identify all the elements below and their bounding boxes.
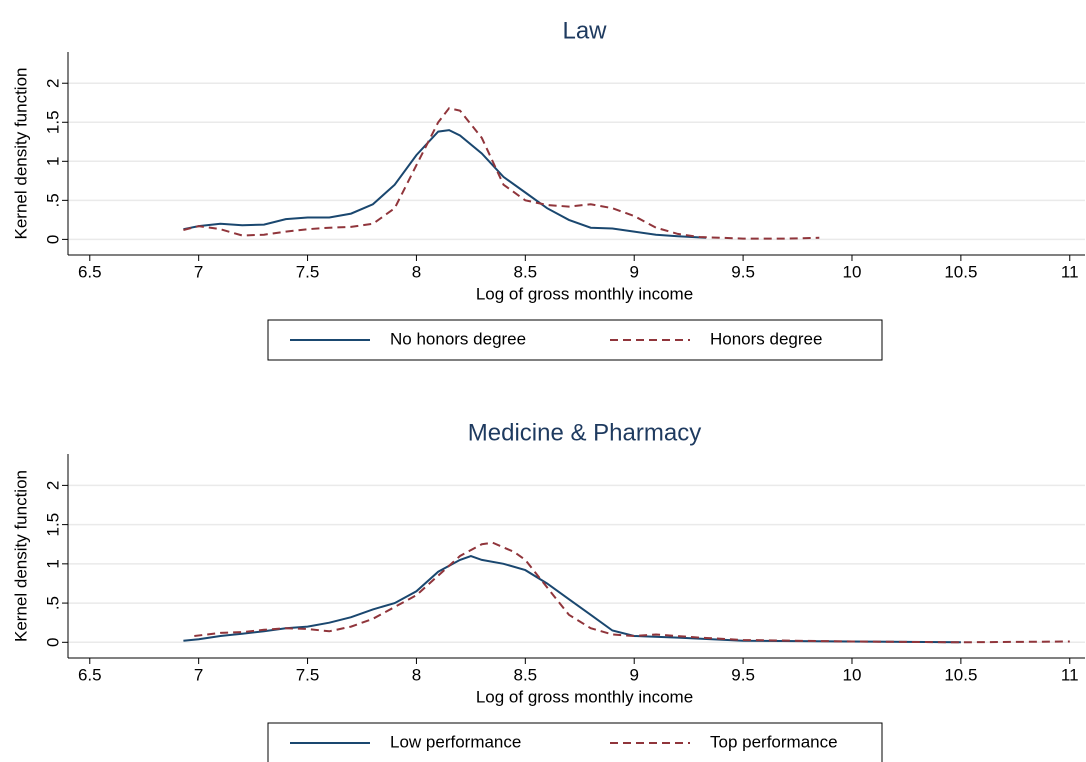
series-line — [183, 554, 961, 644]
y-tick-label: 1.5 — [43, 110, 62, 134]
x-tick-label: 6.5 — [78, 262, 102, 281]
legend-label: Top performance — [710, 732, 838, 751]
x-tick-label: 7 — [194, 262, 203, 281]
x-tick-label: 11 — [1061, 262, 1079, 281]
x-tick-label: 8 — [412, 262, 421, 281]
x-tick-label: 7.5 — [296, 665, 320, 684]
x-axis-label: Log of gross monthly income — [476, 687, 693, 706]
legend-label: No honors degree — [390, 329, 526, 348]
x-tick-label: 10 — [843, 262, 862, 281]
x-tick-label: 10.5 — [944, 665, 977, 684]
legend-label: Honors degree — [710, 329, 822, 348]
y-axis-label: Kernel density function — [11, 470, 30, 642]
x-tick-label: 10.5 — [944, 262, 977, 281]
x-tick-label: 10 — [843, 665, 862, 684]
x-tick-label: 9 — [629, 665, 638, 684]
x-tick-label: 9 — [629, 262, 638, 281]
y-axis-label: Kernel density function — [11, 68, 30, 240]
series-line — [183, 107, 820, 240]
x-axis-label: Log of gross monthly income — [476, 284, 693, 303]
y-tick-label: 0 — [43, 235, 62, 244]
y-tick-label: 2 — [43, 481, 62, 490]
x-tick-label: 9.5 — [731, 262, 755, 281]
legend-box — [267, 722, 883, 762]
x-tick-label: 7.5 — [296, 262, 320, 281]
x-tick-label: 8.5 — [514, 262, 538, 281]
y-tick-label: 1.5 — [43, 513, 62, 537]
y-tick-label: 1 — [43, 559, 62, 568]
y-tick-label: .5 — [43, 596, 62, 610]
x-tick-label: 6.5 — [78, 665, 102, 684]
series-line — [194, 541, 1070, 644]
y-tick-label: 1 — [43, 157, 62, 166]
series-line — [183, 129, 707, 239]
x-tick-label: 7 — [194, 665, 203, 684]
y-tick-label: .5 — [43, 193, 62, 207]
x-tick-label: 9.5 — [731, 665, 755, 684]
y-tick-label: 2 — [43, 78, 62, 87]
chart-title: Medicine & Pharmacy — [468, 419, 701, 446]
y-tick-label: 0 — [43, 638, 62, 647]
legend-box — [267, 319, 883, 361]
x-tick-label: 8 — [412, 665, 421, 684]
legend-label: Low performance — [390, 732, 521, 751]
chart-title: Law — [562, 17, 607, 44]
x-tick-label: 8.5 — [514, 665, 538, 684]
x-tick-label: 11 — [1061, 665, 1079, 684]
